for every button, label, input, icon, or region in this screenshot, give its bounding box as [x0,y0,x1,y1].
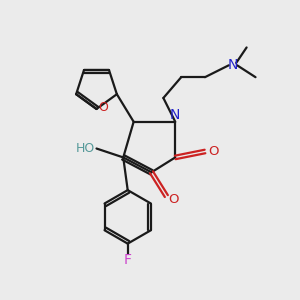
Text: O: O [169,193,179,206]
Text: F: F [124,253,132,267]
Text: HO: HO [76,142,95,155]
Text: N: N [170,108,181,122]
Text: N: N [227,58,238,72]
Text: O: O [98,101,108,114]
Text: O: O [208,145,219,158]
